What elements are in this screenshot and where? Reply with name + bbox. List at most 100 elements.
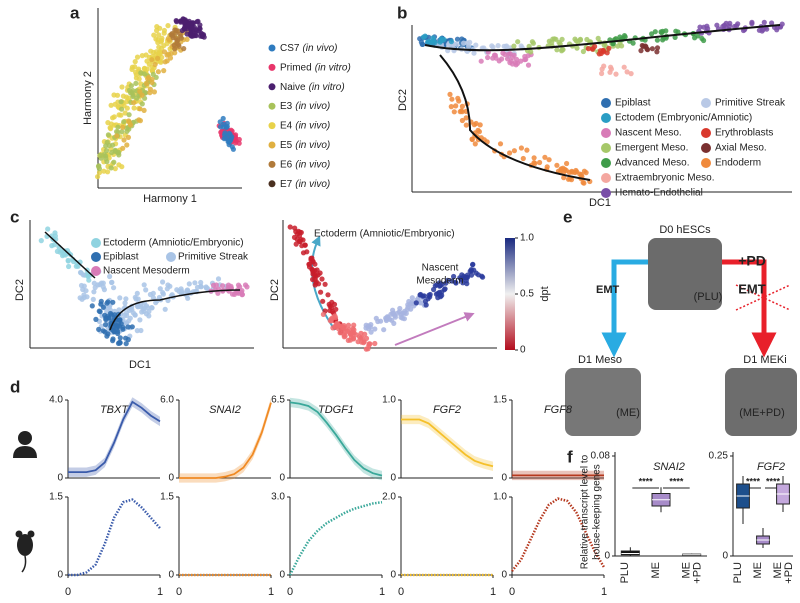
cell <box>491 52 498 58</box>
cell <box>628 71 634 77</box>
cell <box>502 51 508 58</box>
tick-label: 0 <box>390 570 396 581</box>
cell <box>293 241 299 247</box>
cell <box>187 32 193 38</box>
cell <box>96 169 103 176</box>
cell <box>325 292 331 298</box>
cell <box>347 331 353 337</box>
axis-label: dpt <box>539 286 551 301</box>
block-mark <box>735 284 791 311</box>
legend-note: (in vivo) <box>295 178 330 189</box>
mouse-icon <box>27 530 35 538</box>
cell <box>118 99 124 105</box>
cell <box>81 292 87 298</box>
cell <box>322 281 328 287</box>
legend-entry: Ectoderm (Amniotic/Embryonic) <box>103 238 244 249</box>
cell <box>365 326 372 332</box>
cell <box>624 69 630 75</box>
cell <box>564 160 570 167</box>
cell <box>529 39 536 45</box>
cell <box>186 21 192 27</box>
cell <box>173 35 179 41</box>
cell <box>101 151 107 158</box>
mouse-icon <box>15 530 23 538</box>
cell <box>381 327 387 333</box>
human-icon <box>18 431 32 445</box>
cell <box>418 291 424 298</box>
cell <box>455 95 461 101</box>
cell <box>542 154 548 160</box>
cell <box>476 129 482 135</box>
cell <box>198 284 204 290</box>
tick-label: 0 <box>279 570 285 581</box>
cell <box>435 290 441 297</box>
cell <box>239 288 245 294</box>
cell <box>155 37 161 43</box>
cell <box>133 75 139 81</box>
cell <box>121 312 128 318</box>
cell <box>621 64 627 70</box>
cell <box>400 310 406 316</box>
legend-name: Primed <box>280 62 312 73</box>
cell <box>358 330 364 336</box>
cell <box>501 43 507 49</box>
trend-line <box>68 498 161 577</box>
cell <box>617 34 623 40</box>
legend-marker <box>701 98 711 108</box>
cell <box>439 281 445 287</box>
cell <box>151 32 157 38</box>
axis-label: DC1 <box>589 197 611 209</box>
cell <box>102 329 108 335</box>
cell <box>148 48 154 54</box>
velocity-stream <box>44 231 241 331</box>
category-label: +PD <box>692 562 704 584</box>
cell <box>608 64 614 70</box>
cell <box>152 61 158 68</box>
cell <box>466 43 472 50</box>
significance: **** <box>639 476 654 486</box>
cell <box>397 305 403 312</box>
cell <box>147 291 153 298</box>
legend-name: E4 <box>280 120 293 131</box>
panel-label: b <box>397 3 407 22</box>
legend-name: CS7 <box>280 43 300 54</box>
cell <box>77 295 83 301</box>
cell <box>599 66 605 72</box>
cell <box>119 84 125 90</box>
category-label: ME <box>650 562 662 579</box>
cell <box>463 275 469 281</box>
legend-note: (in vivo) <box>295 159 330 170</box>
trend-line <box>68 400 161 473</box>
cell <box>652 29 658 35</box>
cell <box>663 28 669 34</box>
cell <box>573 167 579 174</box>
cell <box>701 37 707 44</box>
cell <box>509 54 515 61</box>
legend-entry: E3 (in vivo) <box>280 101 330 112</box>
legend-name: E6 <box>280 159 293 170</box>
legend-marker <box>701 158 711 168</box>
cell <box>108 126 114 132</box>
category-label: PLU <box>732 562 744 583</box>
tick-label: 0 <box>520 345 526 356</box>
cell <box>173 18 179 24</box>
cell <box>153 300 159 306</box>
cell <box>129 324 135 330</box>
cell <box>589 46 596 52</box>
cell <box>471 50 477 56</box>
cell <box>336 323 342 329</box>
cell <box>105 120 111 126</box>
cell <box>112 166 118 172</box>
cell <box>581 168 588 174</box>
cell <box>507 150 513 156</box>
cell <box>100 284 106 290</box>
cell <box>116 152 122 158</box>
cell <box>189 25 195 31</box>
cell <box>645 47 651 53</box>
legend-marker <box>601 158 611 168</box>
cell <box>108 102 114 108</box>
cell <box>161 68 167 74</box>
tick-label: 0 <box>57 473 63 484</box>
cell <box>198 279 204 286</box>
legend-note: (in vivo) <box>295 101 330 112</box>
